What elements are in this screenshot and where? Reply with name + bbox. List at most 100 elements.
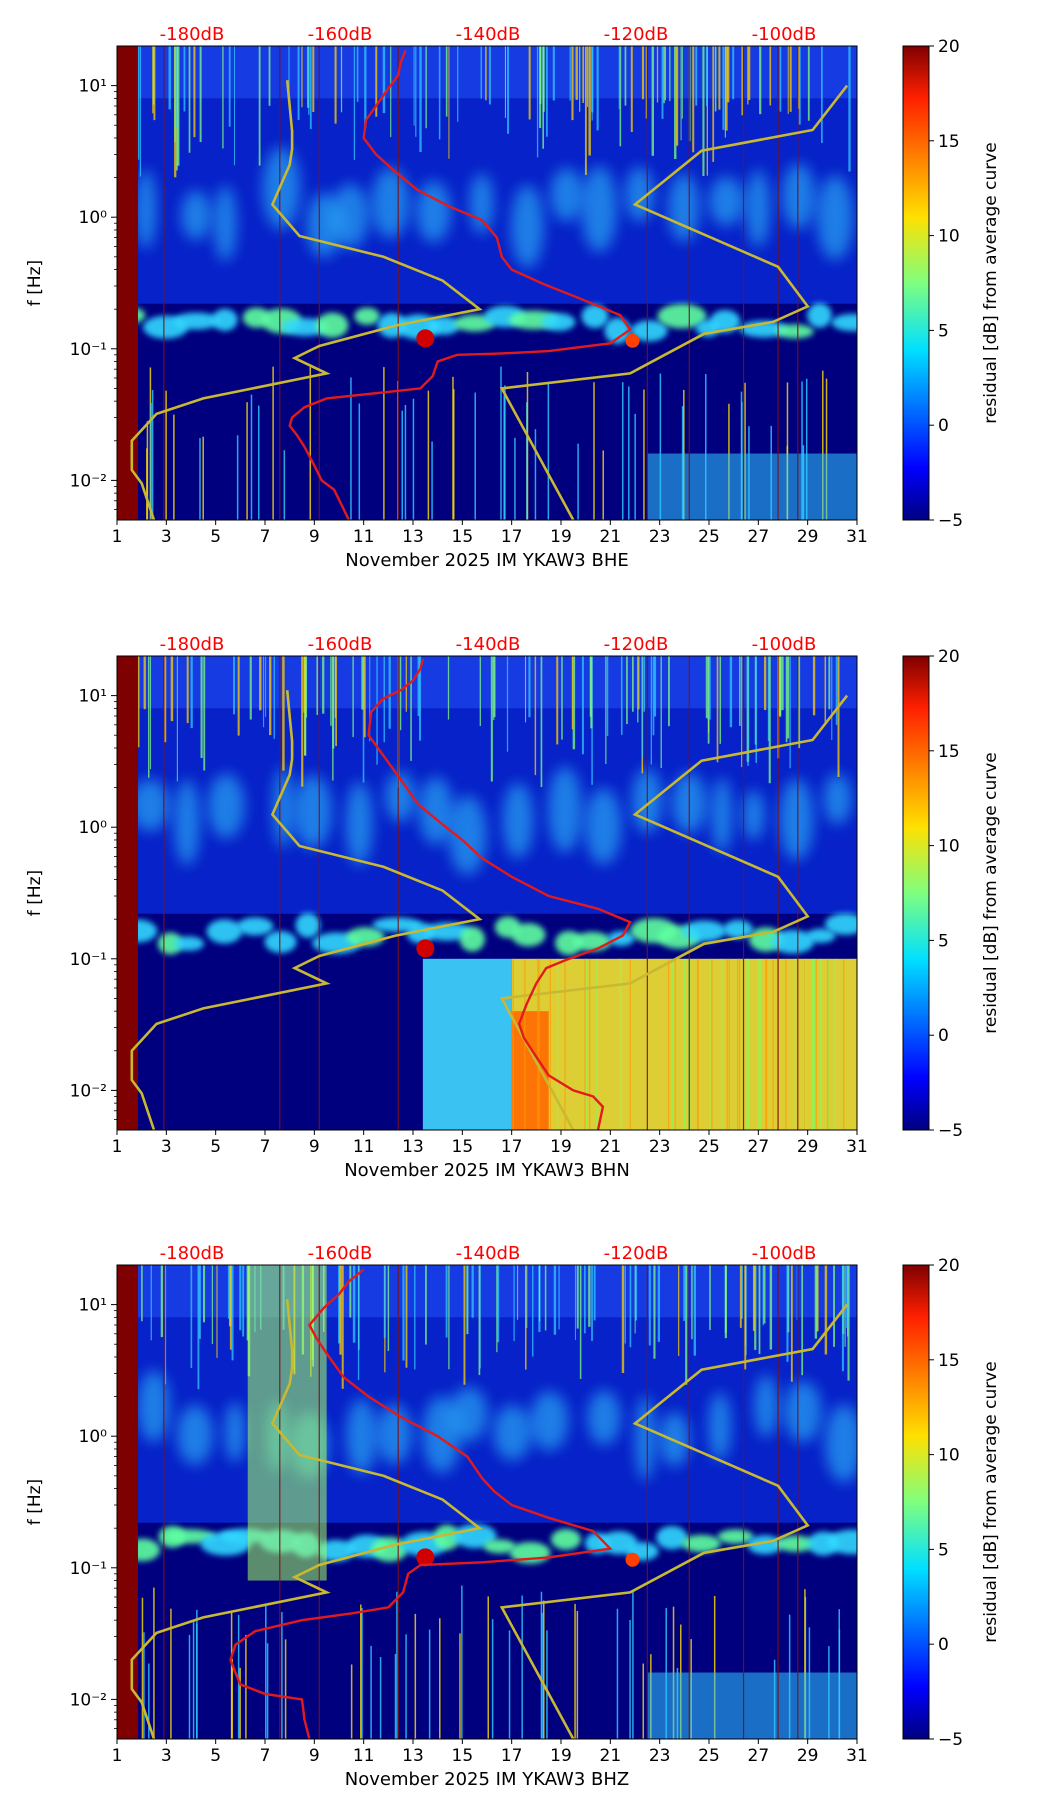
lf-streak xyxy=(585,958,587,1130)
hf-streak xyxy=(524,656,527,723)
lf-streak xyxy=(746,958,748,1130)
hf-streak xyxy=(259,656,262,711)
high-noise-model-curve xyxy=(499,694,849,1130)
hf-streak xyxy=(798,46,801,125)
x-tick-label: 25 xyxy=(698,1137,720,1157)
hf-streak xyxy=(375,46,378,117)
noise-burst xyxy=(816,175,854,261)
hf-streak xyxy=(781,656,784,711)
hf-streak xyxy=(779,46,782,112)
lf-streak xyxy=(765,958,767,1130)
hf-streak xyxy=(769,46,772,106)
lf-streak xyxy=(711,958,713,1130)
hf-streak xyxy=(415,46,417,137)
plot-frame xyxy=(116,45,858,521)
lf-streak xyxy=(146,448,148,520)
hf-streak xyxy=(779,656,782,717)
hf-streak xyxy=(153,46,156,121)
x-tick-label: 25 xyxy=(698,527,720,547)
hf-streak xyxy=(390,46,392,138)
x-tick-label: 19 xyxy=(550,1137,572,1157)
noise-burst xyxy=(493,1405,532,1461)
hf-streak xyxy=(678,1265,680,1356)
lf-streak xyxy=(250,394,253,520)
hf-streak xyxy=(653,656,657,717)
x-tick-label: 1 xyxy=(112,1746,123,1766)
hf-streak xyxy=(807,46,810,121)
hf-streak xyxy=(496,1265,498,1353)
hf-streak xyxy=(198,1265,201,1339)
x-tick-label: 31 xyxy=(846,1137,868,1157)
hf-streak xyxy=(199,46,202,143)
hf-streak xyxy=(789,656,791,769)
hf-streak xyxy=(637,656,639,723)
lf-streak xyxy=(461,1585,463,1739)
lf-streak xyxy=(237,1614,240,1739)
db-scale-label: -140dB xyxy=(456,634,521,655)
hf-streak xyxy=(330,656,332,726)
hf-streak xyxy=(769,1265,773,1350)
microseism-blob xyxy=(656,1525,688,1550)
colorbar-tick-label: 10 xyxy=(938,837,960,857)
hf-streak xyxy=(445,1265,448,1338)
hf-streak xyxy=(739,1265,742,1328)
high-noise-model-curve xyxy=(499,84,849,520)
microseism-blob xyxy=(607,930,635,947)
hf-streak xyxy=(706,656,709,720)
x-tick-label: 15 xyxy=(452,1746,474,1766)
hf-streak xyxy=(739,656,741,726)
hf-streak xyxy=(233,656,235,715)
microseism-blob xyxy=(295,912,321,938)
hf-streak xyxy=(588,46,591,156)
lf-streak xyxy=(452,376,454,520)
hf-streak xyxy=(752,1265,755,1331)
microseism-blob xyxy=(723,919,753,939)
x-tick-label: 11 xyxy=(353,1746,375,1766)
hf-streak xyxy=(786,1265,789,1362)
hf-streak xyxy=(638,656,640,710)
hf-streak xyxy=(269,656,272,736)
low-noise-model-curve xyxy=(130,80,483,520)
high-noise-model-curve xyxy=(499,1303,849,1739)
lf-streak xyxy=(804,1589,806,1739)
microseism-blob xyxy=(581,304,609,329)
noise-burst xyxy=(224,1402,246,1463)
hf-streak xyxy=(216,1265,218,1358)
noise-burst xyxy=(711,777,733,853)
noise-burst xyxy=(345,781,373,866)
x-tick-label: 7 xyxy=(260,527,271,547)
noise-burst xyxy=(708,176,744,226)
hf-streak xyxy=(322,656,325,714)
colorbar-tick-label: −5 xyxy=(938,1730,963,1750)
lf-streak xyxy=(602,450,604,520)
hf-streak xyxy=(709,1265,711,1331)
hf-streak xyxy=(680,46,682,141)
colorbar-label: residual [dB] from average curve xyxy=(981,1361,1001,1642)
db-scale-label: -180dB xyxy=(160,634,225,655)
noise-burst xyxy=(502,782,534,859)
hf-streak xyxy=(177,46,180,166)
hf-streak xyxy=(837,656,840,777)
lf-streak xyxy=(383,367,385,520)
hf-streak xyxy=(621,1265,625,1373)
hf-streak xyxy=(630,46,633,133)
hf-streak xyxy=(675,46,679,146)
x-axis-label: November 2025 IM YKAW3 BHE xyxy=(345,550,629,571)
y-axis-label: f [Hz] xyxy=(25,1479,45,1525)
spectrogram-panel: 1 3 5 7 9 11 13 15 17 19 21 23 25 27 29 3110⁻²10⁻¹10⁰10… xyxy=(25,24,1001,571)
y-axis-label: f [Hz] xyxy=(25,260,45,306)
hf-streak xyxy=(593,1265,596,1321)
x-tick-label: 13 xyxy=(402,1746,424,1766)
x-tick-label: 15 xyxy=(452,527,474,547)
noise-burst xyxy=(587,1390,621,1445)
hf-streak xyxy=(150,1265,152,1341)
lf-streak xyxy=(453,389,455,520)
lf-streak xyxy=(737,958,739,1130)
y-tick-label: 10⁻² xyxy=(70,1690,107,1710)
microseism-blob xyxy=(824,913,857,935)
hf-streak xyxy=(588,1265,591,1327)
lf-streak xyxy=(674,958,676,1130)
plot-frame xyxy=(116,1264,858,1740)
hf-streak xyxy=(364,46,367,129)
x-tick-label: 9 xyxy=(309,1137,320,1157)
